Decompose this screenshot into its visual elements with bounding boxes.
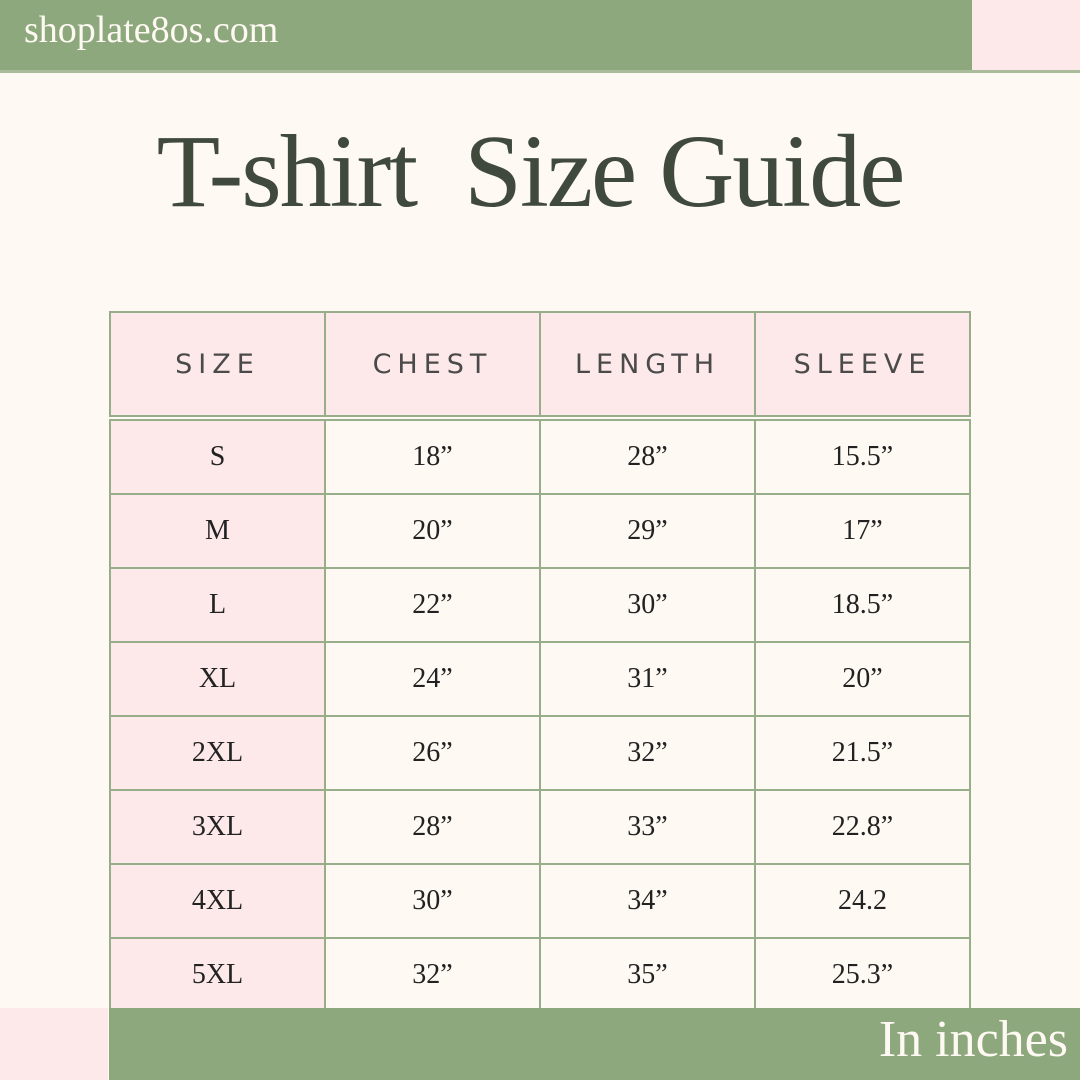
table-row: 2XL 26” 32” 21.5” <box>109 715 971 791</box>
table-row: L 22” 30” 18.5” <box>109 567 971 643</box>
measure-cell: 20” <box>754 641 971 717</box>
measure-cell: 24” <box>324 641 541 717</box>
table-row: 3XL 28” 33” 22.8” <box>109 789 971 865</box>
measure-cell: 28” <box>324 789 541 865</box>
size-cell: L <box>109 567 326 643</box>
corner-block <box>0 1008 108 1080</box>
size-cell: 4XL <box>109 863 326 939</box>
measure-cell: 30” <box>539 567 756 643</box>
size-cell: S <box>109 419 326 495</box>
size-table: SIZE CHEST LENGTH SLEEVE S 18” 28” 15.5” M 20” 29… <box>109 311 971 1013</box>
table-row: M 20” 29” 17” <box>109 493 971 569</box>
table-row: S 18” 28” 15.5” <box>109 419 971 495</box>
measure-cell: 21.5” <box>754 715 971 791</box>
measure-cell: 17” <box>754 493 971 569</box>
measure-cell: 35” <box>539 937 756 1013</box>
measure-cell: 30” <box>324 863 541 939</box>
measure-cell: 26” <box>324 715 541 791</box>
size-cell: 2XL <box>109 715 326 791</box>
size-cell: XL <box>109 641 326 717</box>
corner-block <box>972 0 1080 70</box>
measure-cell: 29” <box>539 493 756 569</box>
table-row: XL 24” 31” 20” <box>109 641 971 717</box>
table-row: 5XL 32” 35” 25.3” <box>109 937 971 1013</box>
measure-cell: 28” <box>539 419 756 495</box>
site-name: shoplate8os.com <box>24 9 279 51</box>
table-row: 4XL 30” 34” 24.2 <box>109 863 971 939</box>
measure-cell: 34” <box>539 863 756 939</box>
divider <box>0 70 1080 73</box>
footer-bar <box>109 1008 1080 1080</box>
measure-cell: 15.5” <box>754 419 971 495</box>
measure-cell: 22” <box>324 567 541 643</box>
header-bar <box>0 0 972 70</box>
measure-cell: 18” <box>324 419 541 495</box>
measure-cell: 31” <box>539 641 756 717</box>
size-cell: 5XL <box>109 937 326 1013</box>
size-cell: M <box>109 493 326 569</box>
size-cell: 3XL <box>109 789 326 865</box>
measure-cell: 24.2 <box>754 863 971 939</box>
column-header: SIZE <box>109 311 326 417</box>
measure-cell: 18.5” <box>754 567 971 643</box>
column-header: SLEEVE <box>754 311 971 417</box>
measure-cell: 33” <box>539 789 756 865</box>
measure-cell: 32” <box>324 937 541 1013</box>
table-header: SIZE CHEST LENGTH SLEEVE <box>109 311 971 417</box>
measure-cell: 25.3” <box>754 937 971 1013</box>
measure-cell: 32” <box>539 715 756 791</box>
measure-cell: 20” <box>324 493 541 569</box>
unit-note: In inches <box>878 1011 1068 1068</box>
measure-cell: 22.8” <box>754 789 971 865</box>
page-title: T-shirt Size Guide <box>156 114 906 229</box>
column-header: CHEST <box>324 311 541 417</box>
column-header: LENGTH <box>539 311 756 417</box>
